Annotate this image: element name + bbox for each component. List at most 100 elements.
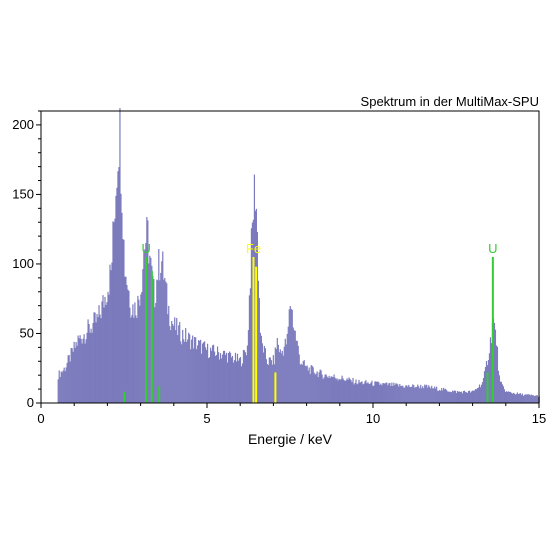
spectrum-bar <box>177 335 179 403</box>
spectrum-bar <box>188 332 190 403</box>
spectrum-bar <box>528 394 530 403</box>
spectrum-bar <box>463 390 466 403</box>
spectrum-bar <box>428 385 430 403</box>
spectrum-bar <box>432 388 434 403</box>
spectrum-bar <box>521 393 523 403</box>
spectrum-bar <box>313 372 315 403</box>
spectrum-bar <box>437 390 439 403</box>
spectrum-bar <box>517 393 519 403</box>
spectrum-bar <box>293 330 295 403</box>
spectrum-bar <box>169 326 171 403</box>
spectrum-bar <box>184 341 186 403</box>
spectrum-bar <box>359 382 361 403</box>
spectrum-bar <box>176 317 178 403</box>
spectrum-bar <box>190 349 192 403</box>
spectrum-bar <box>319 369 321 403</box>
spectrum-bar <box>453 391 455 403</box>
spectrum-bar <box>522 395 524 403</box>
spectrum-bar <box>59 377 61 403</box>
spectrum-bar <box>424 384 426 403</box>
spectrum-bar <box>283 346 285 403</box>
spectrum-bar <box>411 386 413 403</box>
spectrum-bar <box>423 388 425 403</box>
spectrum-bar <box>273 364 275 403</box>
spectrum-bar <box>523 394 525 403</box>
spectrum-bar <box>106 302 108 403</box>
spectrum-bar <box>500 381 503 403</box>
spectrum-bar <box>348 377 350 403</box>
spectrum-bar <box>165 281 167 403</box>
spectrum-bar <box>535 395 537 403</box>
spectrum-bar <box>465 392 468 403</box>
spectrum-bar <box>533 396 535 403</box>
spectrum-bar <box>265 359 267 403</box>
spectrum-bar <box>115 195 117 403</box>
spectrum-bar <box>496 346 499 403</box>
spectrum-bar <box>493 322 496 403</box>
spectrum-bar <box>208 358 210 403</box>
spectrum-bar <box>306 365 308 403</box>
spectrum-bar <box>243 350 246 403</box>
spectrum-bar <box>183 339 185 403</box>
spectrum-bar <box>267 364 269 403</box>
spectrum-bar <box>250 228 253 403</box>
spectrum-bar <box>426 384 428 403</box>
spectrum-bar <box>240 366 243 403</box>
spectrum-bar <box>450 391 452 403</box>
spectrum-bar <box>88 323 90 403</box>
spectrum-bar <box>381 385 383 403</box>
spectrum-bar <box>236 353 239 403</box>
spectrum-bar <box>164 277 166 403</box>
spectrum-bar <box>362 384 364 403</box>
spectrum-bar <box>96 313 98 403</box>
spectrum-bar <box>422 386 424 403</box>
spectrum-bar <box>82 338 84 403</box>
spectrum-bar <box>368 383 370 403</box>
spectrum-bar <box>201 353 203 403</box>
spectrum-bar <box>516 392 518 403</box>
spectrum-bar <box>137 295 139 403</box>
spectrum-bar <box>238 358 241 403</box>
spectrum-bar <box>167 314 169 403</box>
spectrum-bar <box>141 291 143 403</box>
spectrum-bar <box>537 396 539 403</box>
y-tick-label: 150 <box>12 186 34 201</box>
spectrum-bar <box>455 390 457 403</box>
spectrum-bar <box>295 340 297 403</box>
spectrum-bar <box>317 377 319 403</box>
spectrum-bar <box>187 339 189 403</box>
element-marker-label: U <box>488 241 497 256</box>
spectrum-bar <box>478 384 481 403</box>
spectrum-bar <box>344 381 346 403</box>
spectrum-bar <box>514 394 516 403</box>
spectrum-bar <box>322 378 324 403</box>
spectrum-bar <box>357 383 359 403</box>
spectrum-bar <box>505 391 507 403</box>
spectrum-bar <box>488 353 491 403</box>
spectrum-bar <box>507 391 509 403</box>
spectrum-bar <box>331 376 333 403</box>
spectrum-bar <box>360 382 362 403</box>
spectrum-bar <box>162 251 164 403</box>
spectrum-bar <box>479 387 482 403</box>
spectrum-bar <box>231 356 234 403</box>
spectrum-bar <box>75 342 77 403</box>
spectrum-bar <box>519 393 521 403</box>
spectrum-bar <box>466 392 469 403</box>
spectrum-bar <box>233 360 236 403</box>
x-axis-ticks: 0 5 10 15 <box>37 403 546 426</box>
spectrum-bar <box>271 364 273 403</box>
spectrum-bar <box>311 365 313 403</box>
spectrum-bar <box>172 324 174 403</box>
spectrum-bar <box>379 384 381 403</box>
spectrum-bar <box>64 371 66 403</box>
spectrum-bar <box>298 354 300 403</box>
spectrum-bar <box>123 239 125 403</box>
spectrum-bar <box>284 338 286 403</box>
spectrum-bar <box>292 327 294 403</box>
spectrum-bar <box>376 381 378 403</box>
spectrum-bar <box>301 364 303 403</box>
spectrum-bar <box>244 352 247 403</box>
spectrum-bar <box>299 364 301 403</box>
